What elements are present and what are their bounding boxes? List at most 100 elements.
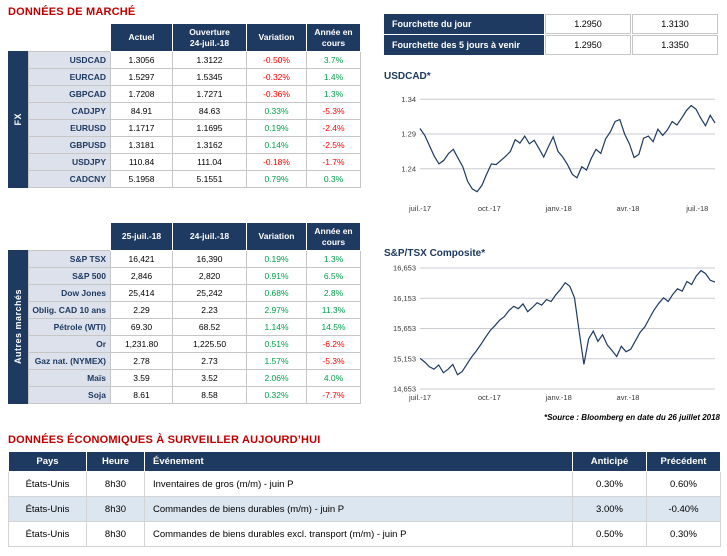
events-table: Pays Heure Événement Anticipé Précédent … [8,451,721,547]
market-name-label: Pétrole (WTI) [28,318,111,336]
markets-table: 25-juil.-18 24-juil.-18 Variation Année … [28,222,361,404]
event-country: États-Unis [8,471,87,497]
range-label: Fourchette du jour [384,14,544,34]
tsx-chart-title: S&P/TSX Composite* [384,248,486,259]
svg-text:16,653: 16,653 [393,264,416,273]
fx-variation-value: -0.50% [246,51,307,69]
svg-text:juil.-17: juil.-17 [408,204,431,213]
fx-header-ytd: Année en cours [306,23,361,52]
fx-table-wrap: FX Actuel Ouverture 24-juil.-18 Variatio… [8,23,380,188]
markets-table-row: S&P TSX 16,421 16,390 0.19% 1.3% [28,250,361,268]
fx-group-label: FX [13,113,23,126]
fx-table-row: CADJPY 84.91 84.63 0.33% -5.3% [28,102,361,120]
event-description: Commandes de biens durables excl. transp… [144,521,573,547]
fx-current-value: 1.1717 [110,119,173,137]
fx-open-value: 1.3162 [172,136,247,154]
market-variation-value: 0.51% [246,335,307,353]
events-header-row: Pays Heure Événement Anticipé Précédent [8,451,721,472]
event-previous-value: -0.40% [646,496,721,522]
fx-variation-value: 0.19% [246,119,307,137]
event-row: États-Unis 8h30 Commandes de biens durab… [8,496,721,522]
market-d2-value: 16,390 [172,250,247,268]
market-d2-value: 2.23 [172,301,247,319]
market-d1-value: 2.29 [110,301,173,319]
events-header-event: Événement [144,451,573,472]
fx-table-row: GBPUSD 1.3181 1.3162 0.14% -2.5% [28,136,361,154]
event-anticipated-value: 0.30% [572,471,647,497]
markets-group-label: Autres marchés [13,289,23,365]
svg-text:avr.-18: avr.-18 [617,393,640,402]
market-d1-value: 69.30 [110,318,173,336]
market-name-label: Maïs [28,369,111,387]
event-description: Inventaires de gros (m/m) - juin P [144,471,573,497]
fx-pair-label: CADJPY [28,102,111,120]
market-d1-value: 16,421 [110,250,173,268]
fx-current-value: 1.7208 [110,85,173,103]
market-name-label: Oblig. CAD 10 ans [28,301,111,319]
events-header-country: Pays [8,451,87,472]
svg-text:14,653: 14,653 [393,385,416,394]
fx-header-open: Ouverture 24-juil.-18 [172,23,247,52]
usdcad-chart-block: USDCAD* 1.24 1.29 1.34 juil.-17 oct.-17 janv.… [384,71,720,214]
fx-pair-label: USDCAD [28,51,111,69]
fx-header-current: Actuel [110,23,173,52]
fx-ytd-value: -5.3% [306,102,361,120]
fx-variation-value: 0.33% [246,102,307,120]
markets-table-row: Soja 8.61 8.58 0.32% -7.7% [28,386,361,404]
range-high-value: 1.3350 [632,35,718,55]
fx-group-strip: FX [8,51,28,188]
range-table: Fourchette du jour 1.2950 1.3130 Fourche… [384,14,720,55]
svg-text:1.24: 1.24 [401,164,416,173]
event-time: 8h30 [86,471,145,497]
market-d1-value: 8.61 [110,386,173,404]
market-d1-value: 1,231.80 [110,335,173,353]
event-country: États-Unis [8,521,87,547]
market-name-label: S&P TSX [28,250,111,268]
market-data-title: DONNÉES DE MARCHÉ [8,6,136,18]
fx-variation-value: 0.14% [246,136,307,154]
market-d2-value: 2.73 [172,352,247,370]
svg-text:1.34: 1.34 [401,95,416,104]
market-variation-value: 0.68% [246,284,307,302]
market-ytd-value: -6.2% [306,335,361,353]
fx-pair-label: EURCAD [28,68,111,86]
market-d1-value: 3.59 [110,369,173,387]
svg-text:15,153: 15,153 [393,354,416,363]
range-label: Fourchette des 5 jours à venir [384,35,544,55]
market-variation-value: 0.91% [246,267,307,285]
fx-header-row: Actuel Ouverture 24-juil.-18 Variation A… [28,23,361,52]
fx-ytd-value: 0.3% [306,170,361,188]
events-header-anticipated: Anticipé [572,451,647,472]
range-low-value: 1.2950 [545,35,631,55]
economic-data-title: DONNÉES ÉCONOMIQUES À SURVEILLER AUJOURD… [8,434,321,446]
svg-text:1.29: 1.29 [401,130,416,139]
range-high-value: 1.3130 [632,14,718,34]
markets-table-row: Or 1,231.80 1,225.50 0.51% -6.2% [28,335,361,353]
event-anticipated-value: 3.00% [572,496,647,522]
event-country: États-Unis [8,496,87,522]
market-name-label: Dow Jones [28,284,111,302]
market-d2-value: 8.58 [172,386,247,404]
market-variation-value: 1.57% [246,352,307,370]
fx-variation-value: -0.32% [246,68,307,86]
markets-table-row: Dow Jones 25,414 25,242 0.68% 2.8% [28,284,361,302]
fx-ytd-value: -1.7% [306,153,361,171]
fx-current-value: 110.84 [110,153,173,171]
markets-header-row: 25-juil.-18 24-juil.-18 Variation Année … [28,222,361,251]
markets-header-d1: 25-juil.-18 [110,222,173,251]
market-ytd-value: 6.5% [306,267,361,285]
fx-header-variation: Variation [246,23,307,52]
market-d2-value: 2,820 [172,267,247,285]
event-time: 8h30 [86,521,145,547]
event-row: États-Unis 8h30 Inventaires de gros (m/m… [8,471,721,497]
market-variation-value: 1.14% [246,318,307,336]
markets-header-variation: Variation [246,222,307,251]
market-ytd-value: 11.3% [306,301,361,319]
fx-variation-value: 0.79% [246,170,307,188]
fx-current-value: 1.3056 [110,51,173,69]
svg-text:juil.-17: juil.-17 [408,393,431,402]
svg-text:janv.-18: janv.-18 [545,393,572,402]
event-time: 8h30 [86,496,145,522]
fx-ytd-value: 1.4% [306,68,361,86]
